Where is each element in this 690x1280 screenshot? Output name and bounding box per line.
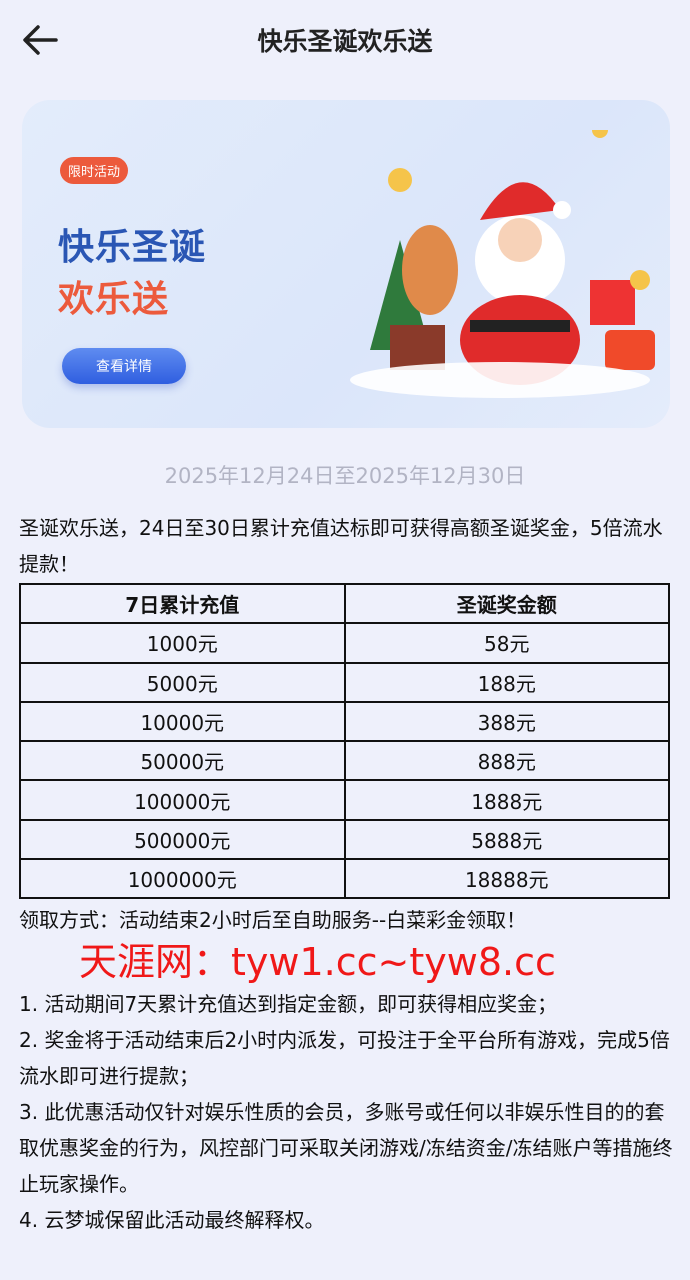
table-row: 50000元 888元 <box>19 740 670 782</box>
table-row: 500000元 5888元 <box>19 818 670 861</box>
santa-illustration <box>350 130 655 398</box>
table-row: 10000元 388元 <box>19 700 670 743</box>
top-bar: 快乐圣诞欢乐送 <box>0 0 690 80</box>
recharge-cell: 1000000元 <box>19 858 346 900</box>
bonus-cell: 888元 <box>343 740 670 782</box>
bonus-cell: 18888元 <box>343 858 670 900</box>
bonus-cell: 5888元 <box>343 818 670 861</box>
bonus-table: 7日累计充值 圣诞奖金额 1000元 58元 5000元 188元 10000元 388… <box>19 582 670 900</box>
limited-time-badge: 限时活动 <box>60 157 129 184</box>
rule-item: 2. 奖金将于活动结束后2小时内派发，可投注于全平台所有游戏，完成5倍流水即可进… <box>19 1028 670 1088</box>
bonus-cell: 1888元 <box>343 779 670 821</box>
banner-title-line2: 欢乐送 <box>58 279 170 320</box>
recharge-cell: 50000元 <box>19 740 346 782</box>
recharge-cell: 10000元 <box>19 700 346 743</box>
rule-item: 1. 活动期间7天累计充值达到指定金额，即可获得相应奖金； <box>19 992 558 1016</box>
table-row: 5000元 188元 <box>19 661 670 703</box>
rules-section: 领取方式：活动结束2小时后至自助服务--白菜彩金领取！ 天涯网：tyw1.cc~… <box>19 902 679 1238</box>
table-header-row: 7日累计充值 圣诞奖金额 <box>19 582 670 625</box>
table-row: 1000000元 18888元 <box>19 858 670 900</box>
recharge-cell: 5000元 <box>19 661 346 703</box>
column-header: 7日累计充值 <box>19 582 346 625</box>
column-header: 圣诞奖金额 <box>343 582 670 625</box>
date-range: 2025年12月24日至2025年12月30日 <box>164 464 526 488</box>
table-row: 100000元 1888元 <box>19 779 670 821</box>
rule-item: 4. 云梦城保留此活动最终解释权。 <box>19 1208 325 1232</box>
view-details-button[interactable]: 查看详情 <box>62 348 186 384</box>
recharge-cell: 500000元 <box>19 818 346 861</box>
intro-text: 圣诞欢乐送，24日至30日累计充值达标即可获得高额圣诞奖金，5倍流水提款！ <box>19 516 663 576</box>
recharge-cell: 100000元 <box>19 779 346 821</box>
table-row: 1000元 58元 <box>19 622 670 664</box>
page-title: 快乐圣诞欢乐送 <box>257 27 433 56</box>
banner-title-line1: 快乐圣诞 <box>58 227 207 268</box>
bonus-cell: 388元 <box>343 700 670 743</box>
claim-method: 领取方式：活动结束2小时后至自助服务--白菜彩金领取！ <box>19 908 527 932</box>
rule-item: 3. 此优惠活动仅针对娱乐性质的会员，多账号或任何以非娱乐性目的的套取优惠奖金的… <box>19 1100 673 1196</box>
bonus-cell: 188元 <box>343 661 670 703</box>
promo-banner[interactable]: 限时活动 快乐圣诞 欢乐送 查看详情 <box>22 100 670 428</box>
watermark-line: 天涯网：tyw1.cc~tyw8.cc <box>19 938 679 986</box>
bonus-cell: 58元 <box>343 622 670 664</box>
arrow-left-icon[interactable] <box>20 22 60 58</box>
watermark: 天涯网：tyw1.cc~tyw8.cc <box>79 940 556 984</box>
recharge-cell: 1000元 <box>19 622 346 664</box>
